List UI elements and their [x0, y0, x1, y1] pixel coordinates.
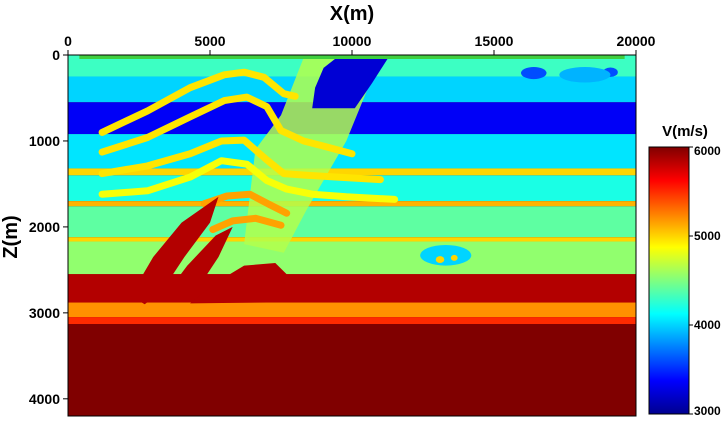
y-axis: 0 1000 2000 3000 4000: [29, 47, 68, 407]
colorbar-title: V(m/s): [662, 123, 708, 140]
x-tick-label: 0: [64, 33, 72, 49]
velocity-lens: [450, 254, 458, 261]
x-tick-label: 5000: [194, 33, 225, 49]
velocity-layers: [68, 55, 636, 416]
velocity-layer: [68, 302, 636, 318]
velocity-layer: [68, 317, 636, 325]
colorbar-tick-label: 4000: [694, 318, 721, 332]
velocity-layer: [68, 206, 636, 238]
velocity-lens: [520, 67, 547, 80]
colorbar-tick-label: 6000: [694, 144, 721, 158]
folded-reflector: [98, 157, 399, 203]
velocity-lens: [420, 244, 472, 266]
velocity-lens: [435, 256, 445, 264]
plot-area: [68, 55, 636, 416]
velocity-layer: [68, 237, 636, 242]
y-axis-label: Z(m): [0, 215, 22, 258]
high-velocity-wedge: [164, 226, 233, 303]
colorbar-tick-label: 3000: [694, 404, 721, 418]
folded-reflector: [98, 68, 299, 136]
y-tick-label: 3000: [29, 305, 60, 321]
thrust-block: [312, 56, 389, 109]
colorbar-ticks: 3000 4000 5000 6000: [689, 144, 721, 418]
y-tick-label: 4000: [29, 391, 60, 407]
y-tick-label: 2000: [29, 219, 60, 235]
colorbar: [648, 146, 690, 415]
folded-reflector: [98, 93, 356, 158]
folded-reflector: [98, 136, 384, 184]
high-velocity-wedge: [130, 196, 219, 305]
folded-reflector: [209, 214, 285, 233]
x-axis-label: X(m): [330, 3, 374, 25]
y-tick-label: 1000: [29, 133, 60, 149]
velocity-layer: [68, 324, 636, 416]
y-tick-label: 0: [52, 47, 60, 63]
velocity-lens: [559, 67, 611, 83]
x-tick-label: 20000: [617, 33, 656, 49]
x-axis: 0 5000 10000 15000 20000: [64, 33, 656, 55]
x-tick-label: 15000: [475, 33, 514, 49]
x-tick-label: 10000: [333, 33, 372, 49]
folded-reflector: [200, 190, 291, 217]
velocity-layer: [68, 168, 636, 176]
high-velocity-wedge: [190, 263, 287, 304]
colorbar-tick-label: 5000: [694, 229, 721, 243]
velocity-layer: [68, 201, 636, 207]
